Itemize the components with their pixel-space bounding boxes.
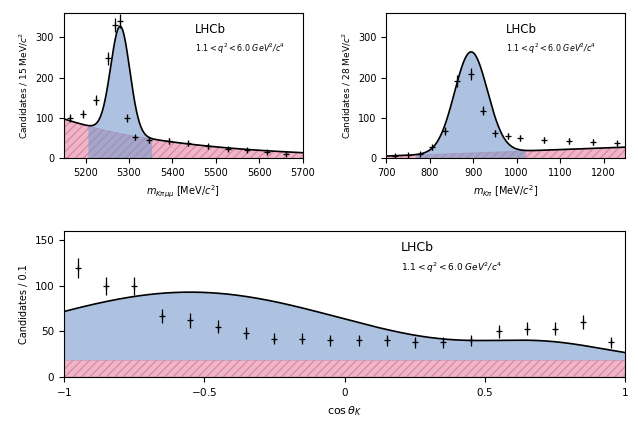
Y-axis label: Candidates / 0.1: Candidates / 0.1 — [19, 264, 29, 344]
Text: $1.1 < q^2 < 6.0$ GeV$^2$/$c^4$: $1.1 < q^2 < 6.0$ GeV$^2$/$c^4$ — [401, 260, 501, 275]
Text: LHCb: LHCb — [401, 242, 434, 255]
X-axis label: $m_{K\pi}$ [MeV/$c^2$]: $m_{K\pi}$ [MeV/$c^2$] — [473, 184, 538, 199]
Text: LHCb: LHCb — [195, 23, 226, 36]
Y-axis label: Candidates / 15 MeV/$c^2$: Candidates / 15 MeV/$c^2$ — [18, 32, 30, 139]
Text: LHCb: LHCb — [506, 23, 537, 36]
X-axis label: $m_{K\pi\mu\mu}$ [MeV/$c^2$]: $m_{K\pi\mu\mu}$ [MeV/$c^2$] — [146, 184, 220, 200]
X-axis label: $\cos\theta_K$: $\cos\theta_K$ — [327, 404, 362, 418]
Y-axis label: Candidates / 28 MeV/$c^2$: Candidates / 28 MeV/$c^2$ — [340, 32, 353, 139]
Text: $1.1 < q^2 < 6.0$ GeV$^2$/$c^4$: $1.1 < q^2 < 6.0$ GeV$^2$/$c^4$ — [506, 42, 596, 56]
Text: $1.1 < q^2 < 6.0$ GeV$^2$/$c^4$: $1.1 < q^2 < 6.0$ GeV$^2$/$c^4$ — [195, 42, 285, 56]
